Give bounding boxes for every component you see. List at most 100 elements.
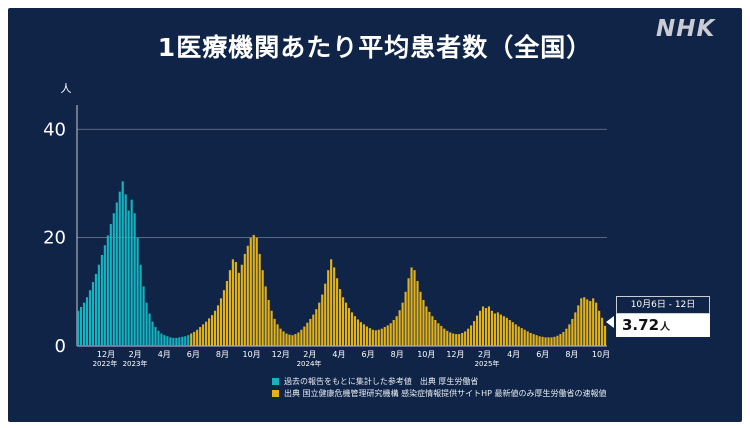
bar [437, 323, 440, 346]
bar [106, 235, 109, 346]
bar [544, 337, 547, 346]
bar [175, 337, 178, 346]
bar [541, 336, 544, 346]
bar [434, 319, 437, 346]
bar [255, 237, 258, 346]
y-axis-label: 人 [61, 82, 72, 95]
legend-label-official: 出典 国立健康危機管理研究機構 感染症情報提供サイトHP 最新値のみ厚生労働省の… [284, 389, 607, 398]
bar [163, 335, 166, 346]
bar [505, 317, 508, 346]
bar [589, 301, 592, 346]
bar [318, 302, 321, 346]
bar [473, 321, 476, 346]
bar [499, 314, 502, 346]
x-year-label: 2024年 [297, 359, 322, 368]
bar [169, 337, 172, 346]
bar [282, 331, 285, 346]
bar [592, 298, 595, 346]
bar [315, 309, 318, 346]
bar [336, 278, 339, 346]
bar [199, 327, 202, 346]
bar [166, 336, 169, 346]
bar [118, 191, 121, 346]
bar [595, 302, 598, 346]
bar [178, 337, 181, 346]
bar [300, 329, 303, 346]
bar [574, 312, 577, 346]
bar [115, 202, 118, 346]
bar [571, 318, 574, 346]
x-tick-label: 2月 [303, 350, 316, 359]
bar [231, 259, 234, 346]
bar [586, 299, 589, 346]
bar [478, 310, 482, 346]
bar [377, 329, 380, 346]
bar [97, 264, 100, 346]
x-tick-label: 10月 [242, 350, 260, 359]
bar [419, 291, 422, 346]
bar [157, 330, 160, 346]
bar [368, 328, 371, 346]
bar [216, 305, 220, 346]
bar [222, 290, 226, 346]
bar [339, 289, 342, 346]
bar [312, 314, 315, 346]
bar [82, 302, 86, 346]
bar [321, 294, 324, 346]
bar [425, 306, 428, 346]
bar [291, 335, 294, 346]
bar [279, 328, 282, 346]
bar [496, 312, 499, 346]
bar [267, 299, 270, 346]
bar [219, 298, 223, 346]
bar [273, 318, 276, 346]
bar [353, 316, 357, 346]
bar [294, 334, 297, 346]
bar [184, 336, 187, 346]
latest-value: 3.72 [622, 316, 660, 334]
bar [333, 267, 336, 346]
bar [303, 326, 306, 346]
bar [142, 286, 145, 346]
bar [264, 286, 267, 346]
bar [327, 270, 330, 346]
bar [213, 310, 217, 346]
bar [380, 328, 383, 346]
bar [85, 297, 89, 346]
latest-week-label: 10月6日 - 12日 [616, 296, 710, 314]
bar [532, 334, 535, 346]
bar [389, 323, 392, 346]
x-tick-label: 8月 [565, 350, 578, 359]
bar [374, 330, 377, 346]
bar [601, 317, 604, 346]
x-tick-label: 4月 [158, 350, 171, 359]
bar [210, 315, 214, 346]
x-tick-label: 6月 [362, 350, 375, 359]
bar [350, 312, 354, 346]
x-tick-label: 6月 [187, 350, 200, 359]
bar [547, 337, 550, 346]
bar [562, 331, 565, 346]
callout-pointer [606, 316, 614, 328]
latest-value-unit: 人 [660, 322, 671, 333]
x-tick-label: 12月 [97, 350, 115, 359]
bar [261, 270, 264, 346]
bar [398, 310, 401, 346]
bar [100, 254, 103, 346]
bar [77, 310, 80, 346]
bar [124, 194, 127, 346]
bar [181, 336, 184, 346]
legend-item-reference: 過去の報告をもとに集計した参考値 出典 厚生労働省 [272, 376, 478, 387]
bar [455, 334, 458, 346]
bar [431, 316, 434, 346]
bar [493, 313, 496, 346]
bar [458, 334, 461, 346]
bar [243, 253, 246, 346]
bar [487, 306, 491, 346]
bar [154, 327, 157, 346]
nhk-logo: NHK [656, 16, 716, 42]
legend-swatch-teal [272, 378, 279, 385]
bar [446, 330, 449, 346]
legend-label-reference: 過去の報告をもとに集計した参考値 出典 厚生労働省 [284, 377, 479, 386]
bar [225, 280, 229, 346]
